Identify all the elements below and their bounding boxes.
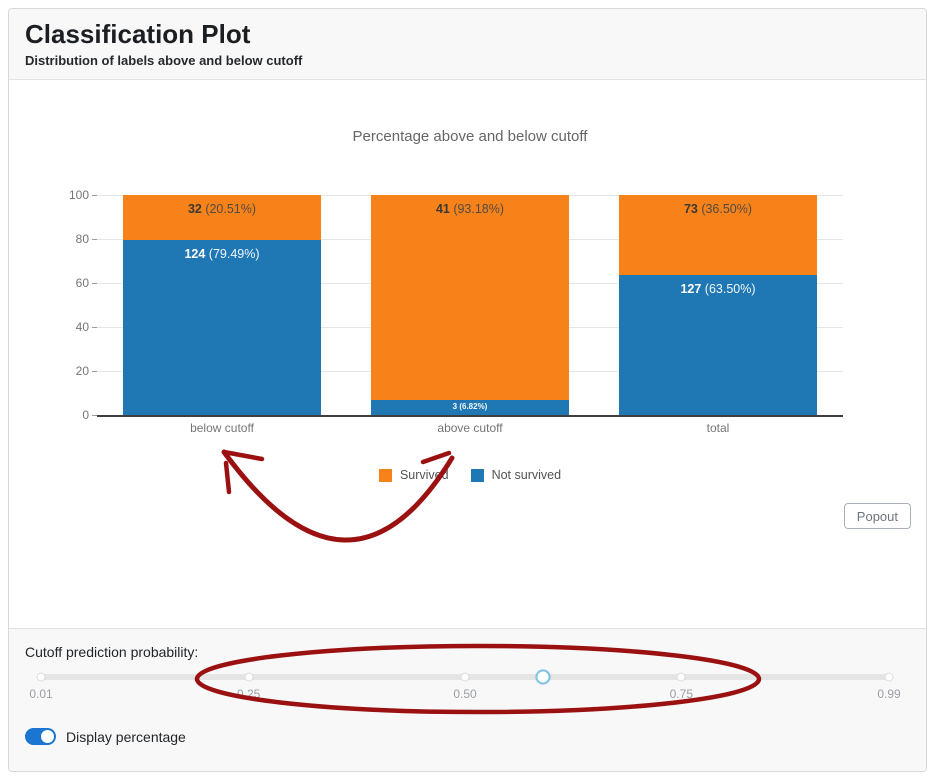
plot-area: 32 (20.51%) 124 (79.49%) 41 (93.18%) 3 (…: [69, 188, 843, 422]
segment-count: 41: [435, 202, 450, 216]
y-axis-tick-label: 100: [68, 188, 89, 202]
page-title: Classification Plot: [25, 19, 251, 49]
segment-not-survived-below-cutoff[interactable]: 124 (79.49%): [123, 240, 321, 415]
bars-container: 32 (20.51%) 124 (79.49%) 41 (93.18%) 3 (…: [97, 195, 843, 415]
slider-tick-label[interactable]: 0.25: [236, 687, 261, 701]
cutoff-slider: 0.01 0.25 0.50 0.75 0.99: [29, 669, 901, 707]
segment-percent: (93.18%): [449, 202, 505, 216]
y-axis-tick: [92, 194, 97, 196]
segment-label: 127 (63.50%): [619, 275, 817, 296]
y-axis-tick-label: 20: [75, 364, 89, 378]
slider-tick-dot[interactable]: [244, 672, 254, 682]
slider-tick-label[interactable]: 0.01: [29, 687, 53, 701]
segment-not-survived-above-cutoff[interactable]: 3 (6.82%): [371, 399, 569, 415]
y-axis-tick: [92, 326, 97, 328]
segment-percent: (79.49%): [205, 247, 260, 262]
legend: Survived Not survived: [97, 468, 843, 482]
slider-tick-dot[interactable]: [884, 672, 894, 682]
segment-label: 3 (6.82%): [371, 400, 569, 411]
x-axis-label-total: total: [706, 421, 730, 435]
x-axis-label-above-cutoff: above cutoff: [437, 421, 503, 435]
segment-percent: (20.51%): [201, 202, 257, 216]
y-axis-tick-label: 80: [75, 232, 89, 246]
segment-percent: (6.82%): [457, 401, 488, 411]
classification-plot-card: Classification Plot Distribution of labe…: [8, 8, 927, 772]
segment-not-survived-total[interactable]: 127 (63.50%): [619, 275, 817, 415]
legend-swatch-survived: [378, 468, 392, 482]
toggle-knob-icon: [41, 730, 54, 743]
x-axis-labels: below cutoff above cutoff total: [97, 421, 843, 435]
segment-count: 124: [184, 247, 206, 262]
segment-count: 3: [452, 401, 458, 411]
bar-below-cutoff: 32 (20.51%) 124 (79.49%): [123, 195, 321, 415]
legend-swatch-not-survived: [470, 468, 484, 482]
cutoff-slider-label: Cutoff prediction probability:: [25, 644, 199, 660]
segment-count: 73: [683, 202, 698, 216]
legend-label-not-survived: Not survived: [491, 468, 562, 482]
y-axis-tick: [92, 370, 97, 372]
toggle-row: Display percentage: [25, 728, 186, 745]
segment-survived-total[interactable]: 73 (36.50%): [619, 195, 817, 276]
segment-count: 32: [187, 202, 202, 216]
slider-tick-label[interactable]: 0.75: [669, 687, 693, 701]
toggle-label: Display percentage: [66, 728, 186, 745]
segment-label: 41 (93.18%): [371, 195, 569, 216]
segment-label: 124 (79.49%): [123, 240, 321, 261]
y-axis-tick: [92, 414, 97, 416]
slider-track[interactable]: [36, 669, 894, 685]
chart-area: Percentage above and below cutoff 32 (20…: [9, 80, 926, 628]
legend-item-not-survived[interactable]: Not survived: [470, 468, 562, 482]
segment-label: 32 (20.51%): [123, 195, 321, 216]
page-subtitle: Distribution of labels above and below c…: [25, 53, 303, 68]
bar-total: 73 (36.50%) 127 (63.50%): [619, 195, 817, 415]
segment-percent: (63.50%): [701, 282, 756, 297]
segment-survived-below-cutoff[interactable]: 32 (20.51%): [123, 195, 321, 241]
y-axis-tick-label: 60: [75, 276, 89, 290]
slider-tick-label[interactable]: 0.99: [877, 687, 901, 701]
y-axis-tick: [92, 282, 97, 284]
slider-tick-dot[interactable]: [460, 672, 470, 682]
bar-above-cutoff: 41 (93.18%) 3 (6.82%): [371, 195, 569, 415]
display-percentage-toggle[interactable]: [25, 728, 56, 745]
popout-button[interactable]: Popout: [843, 503, 911, 529]
slider-handle[interactable]: [535, 669, 551, 685]
legend-label-survived: Survived: [399, 468, 449, 482]
slider-tick-label[interactable]: 0.50: [453, 687, 477, 701]
segment-percent: (36.50%): [697, 202, 753, 216]
segment-label: 73 (36.50%): [619, 195, 817, 216]
y-axis-tick-label: 0: [82, 408, 89, 422]
y-axis-tick: [92, 238, 97, 240]
x-axis-label-below-cutoff: below cutoff: [190, 421, 254, 435]
segment-count: 127: [680, 282, 702, 297]
card-footer: Cutoff prediction probability: 0.01 0.25 0…: [9, 628, 926, 771]
slider-tick-dot[interactable]: [36, 672, 46, 682]
chart-title: Percentage above and below cutoff: [352, 128, 588, 145]
y-axis-tick-label: 40: [75, 320, 89, 334]
card-header: Classification Plot Distribution of labe…: [9, 9, 926, 80]
legend-item-survived[interactable]: Survived: [378, 468, 449, 482]
slider-tick-dot[interactable]: [676, 672, 686, 682]
segment-survived-above-cutoff[interactable]: 41 (93.18%): [371, 195, 569, 400]
